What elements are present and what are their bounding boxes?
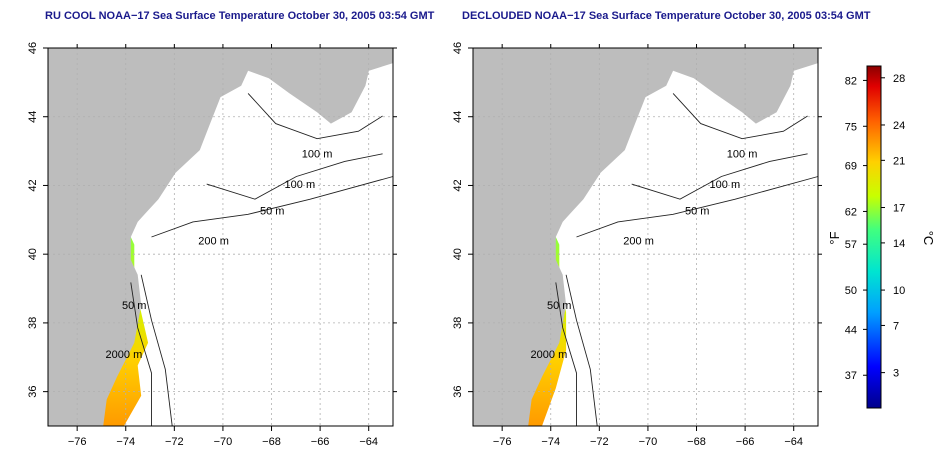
colorbar-f-label: 44 — [845, 324, 857, 336]
contour-label: 200 m — [623, 236, 654, 248]
bathymetry-contour — [565, 274, 598, 427]
map-frame — [47, 47, 394, 427]
colorbar-f-label: 82 — [845, 75, 857, 87]
bathymetry-contour — [555, 282, 577, 426]
colorbar-f-label: 37 — [845, 370, 857, 382]
x-tick-label: −64 — [784, 436, 803, 448]
contour-label: 2000 m — [531, 349, 568, 361]
colorbar-c-label: 28 — [893, 73, 905, 85]
x-tick-label: −72 — [590, 436, 609, 448]
colorbar-c-label: 3 — [893, 368, 899, 380]
x-tick-label: −72 — [165, 436, 184, 448]
colorbar-f-label: 69 — [845, 161, 857, 173]
contour-label: 100 m — [302, 149, 333, 161]
x-tick-label: −66 — [311, 436, 330, 448]
contour-label: 200 m — [198, 236, 229, 248]
bathymetry-contour — [140, 274, 173, 427]
x-tick-label: −76 — [68, 436, 87, 448]
colorbar-f-label: 75 — [845, 121, 857, 133]
contour-label: 100 m — [285, 179, 316, 191]
panel-2-title: DECLOUDED NOAA−17 Sea Surface Temperatur… — [462, 10, 871, 22]
map-panel-1: 100 m 100 m 50 m 200 m 50 m 2000 m −76 −74 −72 −7… — [27, 42, 397, 448]
colorbar: 28 24 21 17 14 10 7 3 82 75 69 62 57 50 44 37 °F °C — [827, 65, 936, 409]
y-tick-label: 36 — [452, 386, 464, 398]
contour-label: 50 m — [547, 300, 571, 312]
panel-1-title: RU COOL NOAA−17 Sea Surface Temperature … — [45, 10, 435, 22]
y-tick-label: 46 — [27, 42, 39, 54]
map-frame — [472, 47, 819, 427]
land-mass — [48, 48, 393, 426]
x-tick-label: −70 — [214, 436, 233, 448]
colorbar-gradient — [866, 65, 882, 409]
colorbar-c-label: 17 — [893, 203, 905, 215]
bathymetry-contour — [247, 93, 383, 140]
x-tick-label: −64 — [359, 436, 378, 448]
colorbar-c-label: 14 — [893, 238, 905, 250]
contour-label: 50 m — [260, 205, 284, 217]
colorbar-c-label: 24 — [893, 120, 905, 132]
contour-label: 100 m — [710, 179, 741, 191]
x-tick-label: −74 — [116, 436, 135, 448]
bathymetry-contour — [151, 176, 394, 238]
contour-label: 2000 m — [106, 349, 143, 361]
bathymetry-contour — [130, 282, 152, 426]
bathymetry-contour — [631, 153, 808, 200]
x-tick-label: −70 — [639, 436, 658, 448]
map-panel-2: 100 m 100 m 50 m 200 m 50 m 2000 m −76 −74 −72 −7… — [452, 42, 822, 448]
bathymetry-contour — [206, 153, 383, 200]
colorbar-c-label: 10 — [893, 285, 905, 297]
y-tick-label: 42 — [27, 179, 39, 191]
colorbar-c-label: 7 — [893, 320, 899, 332]
y-tick-label: 36 — [27, 386, 39, 398]
y-tick-label: 44 — [27, 111, 39, 123]
contour-label: 50 m — [122, 300, 146, 312]
y-tick-label: 38 — [452, 317, 464, 329]
contour-label: 50 m — [685, 205, 709, 217]
x-tick-label: −68 — [687, 436, 706, 448]
y-tick-label: 46 — [452, 42, 464, 54]
x-tick-label: −68 — [262, 436, 281, 448]
colorbar-f-label: 57 — [845, 239, 857, 251]
x-tick-label: −74 — [541, 436, 560, 448]
colorbar-fahrenheit-label: °F — [827, 231, 842, 244]
y-tick-label: 40 — [452, 248, 464, 260]
colorbar-f-label: 50 — [845, 285, 857, 297]
colorbar-celsius-label: °C — [921, 231, 936, 246]
bathymetry-contour — [576, 176, 819, 238]
land-mass — [473, 48, 818, 426]
x-tick-label: −66 — [736, 436, 755, 448]
y-tick-label: 44 — [452, 111, 464, 123]
x-tick-label: −76 — [493, 436, 512, 448]
colorbar-f-label: 62 — [845, 206, 857, 218]
y-tick-label: 38 — [27, 317, 39, 329]
colorbar-c-label: 21 — [893, 155, 905, 167]
y-tick-label: 40 — [27, 248, 39, 260]
contour-label: 100 m — [727, 149, 758, 161]
bathymetry-contour — [672, 93, 808, 140]
y-tick-label: 42 — [452, 179, 464, 191]
